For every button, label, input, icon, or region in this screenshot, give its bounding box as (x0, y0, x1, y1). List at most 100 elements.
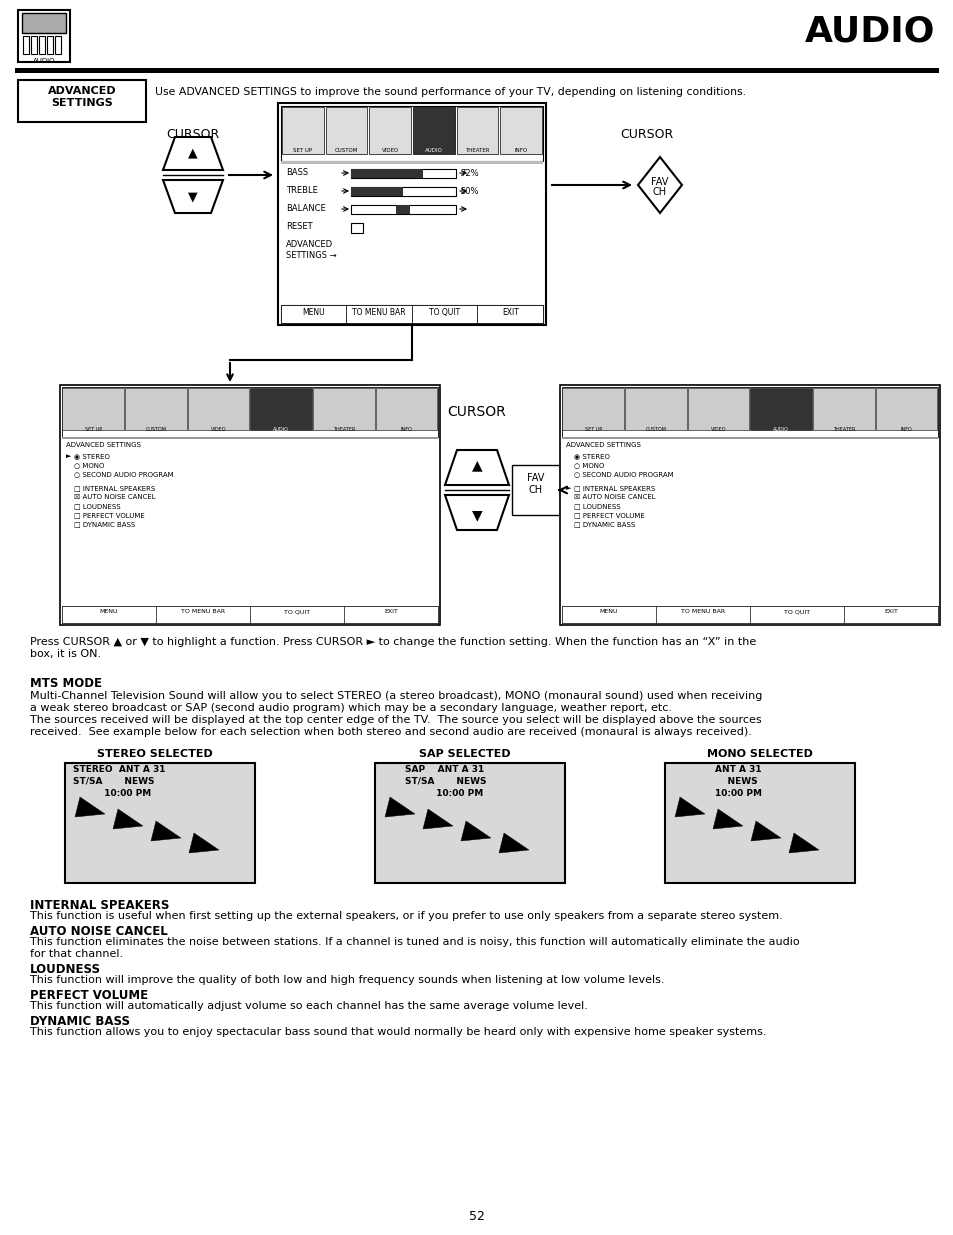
Bar (281, 161, 542, 164)
Text: 10:00 PM: 10:00 PM (714, 789, 761, 798)
Text: AUTO NOISE CANCEL: AUTO NOISE CANCEL (30, 925, 168, 939)
Text: ST/SA       NEWS: ST/SA NEWS (73, 777, 154, 785)
Bar (875, 388, 937, 430)
Polygon shape (151, 821, 181, 841)
Bar (62, 387, 437, 437)
Text: TO QUIT: TO QUIT (429, 308, 460, 317)
Bar (561, 606, 937, 622)
Polygon shape (385, 797, 415, 818)
Text: □ PERFECT VOLUME: □ PERFECT VOLUME (74, 513, 145, 517)
Text: ADVANCED
SETTINGS: ADVANCED SETTINGS (48, 86, 116, 109)
Text: a weak stereo broadcast or SAP (second audio program) which may be a secondary l: a weak stereo broadcast or SAP (second a… (30, 703, 671, 713)
Text: ▲: ▲ (471, 458, 482, 472)
Text: STEREO SELECTED: STEREO SELECTED (97, 748, 213, 760)
Text: THEATER: THEATER (333, 427, 355, 432)
Bar (624, 388, 686, 430)
Text: CUSTOM: CUSTOM (645, 427, 666, 432)
Bar (456, 107, 497, 154)
Text: NEWS: NEWS (714, 777, 757, 785)
Text: DYNAMIC BASS: DYNAMIC BASS (30, 1015, 130, 1028)
Text: CH: CH (652, 186, 666, 198)
Text: This function will automatically adjust volume so each channel has the same aver: This function will automatically adjust … (30, 1002, 587, 1011)
Text: THEATER: THEATER (465, 148, 489, 153)
Bar (656, 606, 749, 622)
Text: Use ADVANCED SETTINGS to improve the sound performance of your TV, depending on : Use ADVANCED SETTINGS to improve the sou… (154, 86, 745, 98)
Text: for that channel.: for that channel. (30, 948, 123, 960)
Text: TO MENU BAR: TO MENU BAR (680, 609, 724, 614)
Text: CUSTOM: CUSTOM (335, 148, 357, 153)
Text: ST/SA       NEWS: ST/SA NEWS (405, 777, 486, 785)
Text: The sources received will be displayed at the top center edge of the TV.  The so: The sources received will be displayed a… (30, 715, 760, 725)
Bar (750, 388, 811, 430)
Bar (281, 305, 346, 324)
Text: VIDEO: VIDEO (211, 427, 226, 432)
Text: AUDIO: AUDIO (803, 15, 934, 49)
Text: AUDIO: AUDIO (274, 427, 289, 432)
Bar (749, 606, 843, 622)
Text: ○ SECOND AUDIO PROGRAM: ○ SECOND AUDIO PROGRAM (74, 471, 173, 477)
Polygon shape (422, 809, 453, 829)
Text: ○ MONO: ○ MONO (74, 462, 104, 468)
Text: INFO: INFO (900, 427, 912, 432)
Text: □ LOUDNESS: □ LOUDNESS (74, 503, 120, 509)
Polygon shape (189, 832, 219, 853)
Bar (687, 388, 749, 430)
Text: BASS: BASS (286, 168, 308, 177)
Text: TO MENU BAR: TO MENU BAR (352, 308, 406, 317)
Text: MENU: MENU (599, 609, 618, 614)
Bar (477, 305, 542, 324)
Text: TO QUIT: TO QUIT (284, 609, 310, 614)
Text: EXIT: EXIT (883, 609, 897, 614)
Polygon shape (712, 809, 742, 829)
Bar (664, 763, 854, 883)
Bar (562, 388, 623, 430)
Text: 10:00 PM: 10:00 PM (405, 789, 483, 798)
Text: ▼: ▼ (188, 190, 197, 204)
Text: SET UP: SET UP (584, 427, 601, 432)
Polygon shape (788, 832, 818, 853)
Bar (413, 107, 455, 154)
Bar (375, 763, 564, 883)
Text: CURSOR: CURSOR (619, 128, 673, 141)
Polygon shape (675, 797, 704, 818)
Text: STEREO  ANT A 31: STEREO ANT A 31 (73, 764, 165, 774)
Polygon shape (75, 797, 105, 818)
Polygon shape (750, 821, 781, 841)
Bar (313, 388, 375, 430)
Text: SAP    ANT A 31: SAP ANT A 31 (405, 764, 484, 774)
Bar (60, 385, 439, 625)
Text: FAV: FAV (651, 177, 668, 186)
Text: Press CURSOR ▲ or ▼ to highlight a function. Press CURSOR ► to change the functi: Press CURSOR ▲ or ▼ to highlight a funct… (30, 637, 756, 659)
Bar (47, 36, 53, 54)
Bar (351, 186, 456, 196)
Text: ADVANCED SETTINGS: ADVANCED SETTINGS (66, 442, 141, 448)
Text: LOUDNESS: LOUDNESS (30, 963, 101, 976)
Bar (351, 186, 402, 196)
Bar (561, 437, 937, 438)
Bar (512, 466, 559, 515)
Bar (395, 205, 410, 214)
Text: □ PERFECT VOLUME: □ PERFECT VOLUME (574, 513, 644, 517)
Text: MENU: MENU (302, 308, 325, 317)
Bar (375, 388, 437, 430)
Bar (277, 103, 545, 325)
Bar (351, 224, 363, 233)
Text: ▼: ▼ (471, 508, 482, 522)
Polygon shape (112, 809, 143, 829)
Text: ANT A 31: ANT A 31 (714, 764, 760, 774)
Text: ADVANCED
SETTINGS →: ADVANCED SETTINGS → (286, 240, 336, 261)
Text: ☒ AUTO NOISE CANCEL: ☒ AUTO NOISE CANCEL (574, 494, 655, 500)
Text: □ INTERNAL SPEAKERS: □ INTERNAL SPEAKERS (574, 485, 655, 492)
Bar (18, 80, 146, 122)
Text: AUDIO: AUDIO (773, 427, 788, 432)
Bar (125, 388, 187, 430)
Text: EXIT: EXIT (501, 308, 518, 317)
Bar (281, 305, 542, 324)
Bar (39, 36, 45, 54)
Text: 52: 52 (469, 1210, 484, 1223)
Text: CURSOR: CURSOR (447, 405, 506, 419)
Bar (62, 437, 437, 438)
Text: 72%: 72% (459, 169, 478, 178)
Bar (281, 106, 542, 161)
Text: INFO: INFO (400, 427, 412, 432)
